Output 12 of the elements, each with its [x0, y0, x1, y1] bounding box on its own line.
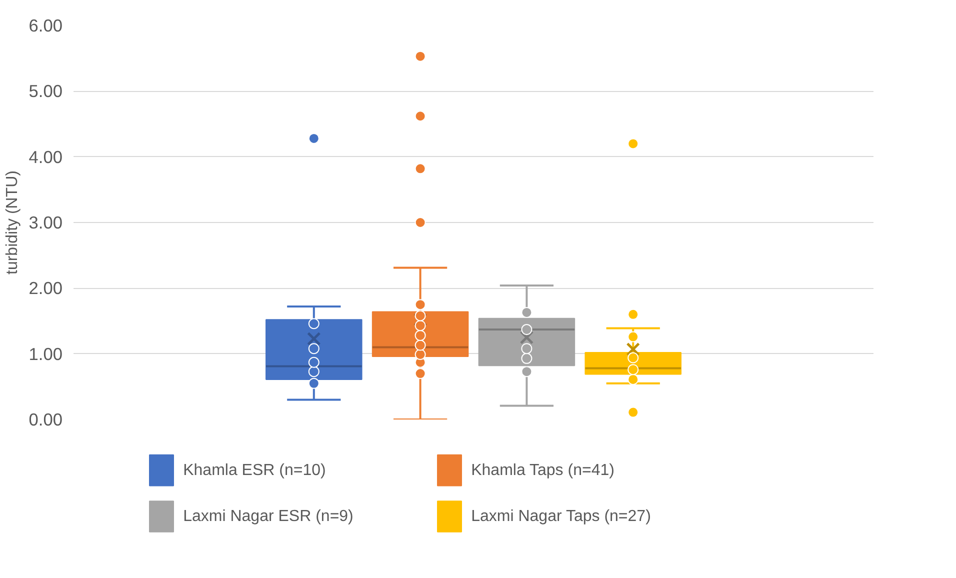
y-tick-label: 5.00: [28, 81, 63, 102]
legend-label: Laxmi Nagar ESR (n=9): [183, 508, 354, 525]
legend-label: Khamla Taps (n=41): [471, 462, 614, 479]
y-tick-label: 4.00: [28, 146, 63, 167]
y-tick-label: 0.00: [28, 410, 63, 430]
legend-label: Laxmi Nagar Taps (n=27): [471, 508, 651, 525]
y-tick-label: 6.00: [28, 16, 63, 36]
y-tick-label: 3.00: [28, 212, 63, 232]
y-tick-label: 2.00: [28, 278, 63, 298]
legend-label: Khamla ESR (n=10): [183, 462, 326, 479]
y-axis-title: turbidity (NTU): [4, 170, 21, 275]
y-tick-label: 1.00: [28, 344, 63, 364]
